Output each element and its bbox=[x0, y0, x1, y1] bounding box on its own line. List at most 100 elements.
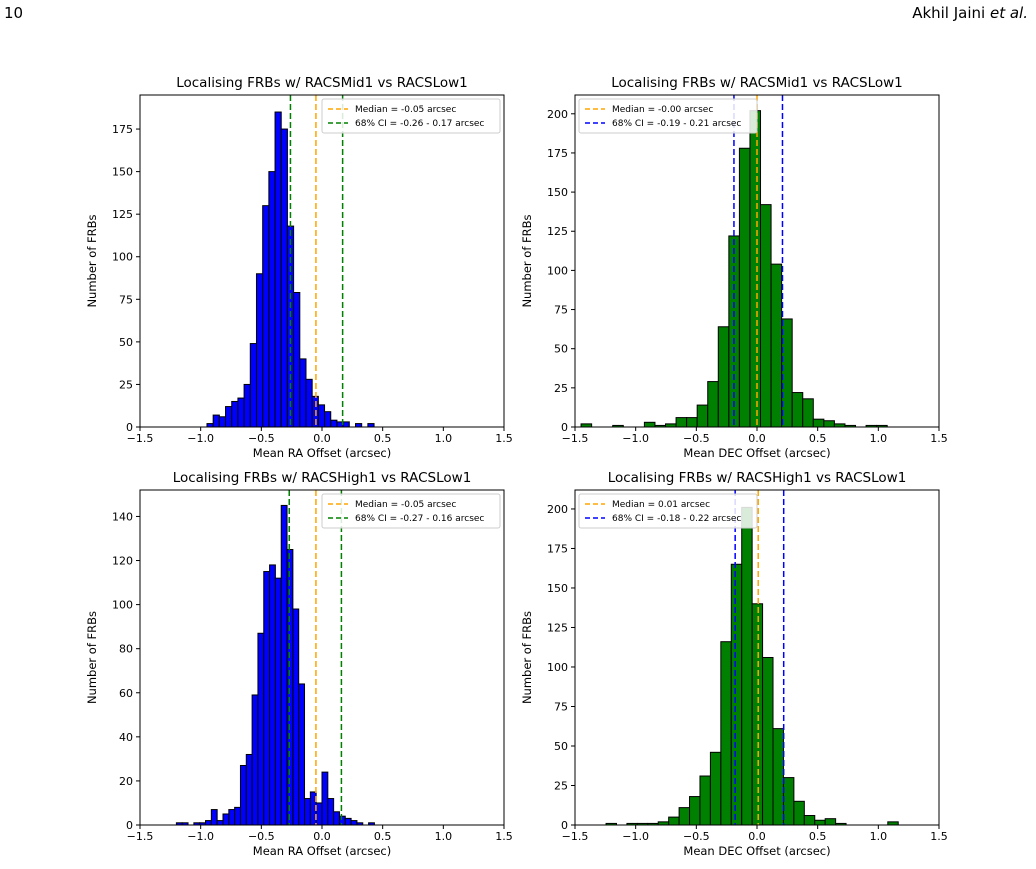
x-tick-label: −0.5 bbox=[248, 432, 275, 445]
histogram-bar bbox=[824, 421, 835, 427]
x-tick-label: 0.0 bbox=[313, 830, 331, 843]
histogram-bar bbox=[368, 424, 374, 427]
histogram-bar bbox=[211, 810, 217, 825]
histogram-bar bbox=[750, 111, 761, 427]
x-tick-label: −0.5 bbox=[683, 830, 710, 843]
y-tick-label: 50 bbox=[119, 336, 133, 349]
y-tick-label: 125 bbox=[547, 621, 568, 634]
legend-ci-label: 68% CI = -0.26 - 0.17 arcsec bbox=[355, 119, 484, 129]
plot-frame bbox=[140, 95, 504, 427]
histogram-bar bbox=[235, 807, 241, 825]
histogram-bar bbox=[293, 609, 299, 825]
x-tick-label: −1.0 bbox=[622, 432, 649, 445]
y-tick-label: 100 bbox=[112, 251, 133, 264]
histogram-bars bbox=[176, 505, 374, 825]
y-tick-label: 125 bbox=[112, 208, 133, 221]
histogram-bar bbox=[742, 507, 752, 825]
x-tick-label: 0.5 bbox=[809, 830, 827, 843]
x-tick-label: 1.5 bbox=[930, 432, 948, 445]
x-axis-label: Mean DEC Offset (arcsec) bbox=[683, 844, 830, 858]
y-tick-label: 100 bbox=[547, 661, 568, 674]
histogram-bar bbox=[264, 572, 270, 825]
chart-panel-2: −1.5 −1.0 −0.5 0.0 0.5 1.0 1.5 0 25 50 75 100 125 150… bbox=[520, 75, 948, 460]
histogram-bar bbox=[306, 379, 312, 427]
legend-ci-label: 68% CI = -0.19 - 0.21 arcsec bbox=[612, 119, 741, 129]
histogram-bar bbox=[299, 684, 305, 825]
y-tick-label: 50 bbox=[554, 740, 568, 753]
histogram-bar bbox=[258, 633, 264, 825]
histogram-bar bbox=[322, 772, 328, 825]
histogram-bar bbox=[316, 803, 322, 825]
histogram-bar bbox=[669, 817, 679, 825]
legend-median-label: Median = 0.01 arcsec bbox=[612, 500, 710, 510]
histogram-bar bbox=[676, 418, 687, 427]
legend-median-label: Median = -0.05 arcsec bbox=[355, 500, 456, 510]
y-tick-label: 80 bbox=[119, 643, 133, 656]
histogram-bar bbox=[708, 382, 719, 427]
histogram-bar bbox=[331, 420, 337, 427]
histogram-bar bbox=[690, 797, 700, 825]
histogram-bar bbox=[679, 808, 689, 825]
histogram-bar bbox=[240, 765, 246, 825]
legend-ci-label: 68% CI = -0.18 - 0.22 arcsec bbox=[612, 514, 741, 524]
y-tick-label: 25 bbox=[119, 378, 133, 391]
histogram-bar bbox=[252, 695, 258, 825]
y-axis-label: Number of FRBs bbox=[85, 611, 99, 704]
x-axis-label: Mean RA Offset (arcsec) bbox=[253, 446, 391, 460]
x-tick-label: 1.5 bbox=[495, 830, 513, 843]
histogram-bar bbox=[270, 565, 276, 825]
x-tick-label: 1.5 bbox=[495, 432, 513, 445]
x-tick-label: 1.5 bbox=[930, 830, 948, 843]
y-tick-label: 75 bbox=[119, 293, 133, 306]
histogram-bar bbox=[697, 405, 708, 427]
histogram-bar bbox=[825, 819, 835, 825]
y-tick-label: 150 bbox=[547, 582, 568, 595]
x-tick-label: −1.0 bbox=[622, 830, 649, 843]
histogram-bar bbox=[794, 801, 804, 825]
x-tick-label: 1.0 bbox=[435, 432, 453, 445]
histogram-bar bbox=[339, 816, 345, 825]
histogram-bar bbox=[244, 384, 250, 427]
histogram-bar bbox=[325, 412, 331, 427]
histogram-bar bbox=[217, 821, 223, 825]
chart-title: Localising FRBs w/ RACSHigh1 vs RACSLow1 bbox=[173, 470, 472, 486]
histogram-bar bbox=[752, 604, 762, 825]
histogram-bar bbox=[318, 405, 324, 427]
y-tick-label: 175 bbox=[112, 123, 133, 136]
chart-title: Localising FRBs w/ RACSMid1 vs RACSLow1 bbox=[176, 75, 468, 91]
histogram-bar bbox=[269, 172, 275, 427]
y-tick-label: 0 bbox=[561, 421, 568, 434]
x-tick-label: 1.0 bbox=[435, 830, 453, 843]
histogram-bar bbox=[219, 417, 225, 427]
histogram-bar bbox=[644, 422, 655, 427]
histogram-bar bbox=[294, 293, 300, 428]
histogram-bar bbox=[229, 810, 235, 825]
x-tick-label: −0.5 bbox=[683, 432, 710, 445]
histogram-bar bbox=[763, 658, 773, 826]
x-axis-label: Mean DEC Offset (arcsec) bbox=[683, 446, 830, 460]
chart-panel-1: −1.5 −1.0 −0.5 0.0 0.5 1.0 1.50255075100125150… bbox=[85, 75, 513, 460]
y-axis-label: Number of FRBs bbox=[520, 611, 534, 704]
x-tick-label: 0.0 bbox=[748, 432, 766, 445]
histogram-bar bbox=[687, 418, 698, 427]
x-tick-label: 0.5 bbox=[809, 432, 827, 445]
y-tick-label: 200 bbox=[547, 503, 568, 516]
y-tick-label: 0 bbox=[561, 819, 568, 832]
y-tick-label: 175 bbox=[547, 542, 568, 555]
y-axis-label: Number of FRBs bbox=[85, 214, 99, 307]
histogram-bar bbox=[783, 778, 793, 825]
histogram-bar bbox=[246, 754, 252, 825]
y-tick-label: 25 bbox=[554, 779, 568, 792]
histogram-bar bbox=[731, 564, 741, 825]
x-tick-label: 0.0 bbox=[313, 432, 331, 445]
histogram-bar bbox=[206, 821, 212, 825]
histogram-bar bbox=[223, 814, 229, 825]
x-tick-label: −0.5 bbox=[248, 830, 275, 843]
histogram-bar bbox=[710, 752, 720, 825]
histogram-bar bbox=[815, 820, 825, 825]
y-tick-label: 200 bbox=[547, 108, 568, 121]
histogram-bar bbox=[250, 344, 256, 427]
histogram-bar bbox=[804, 816, 814, 825]
x-tick-label: 0.0 bbox=[748, 830, 766, 843]
x-tick-label: −1.0 bbox=[187, 830, 214, 843]
